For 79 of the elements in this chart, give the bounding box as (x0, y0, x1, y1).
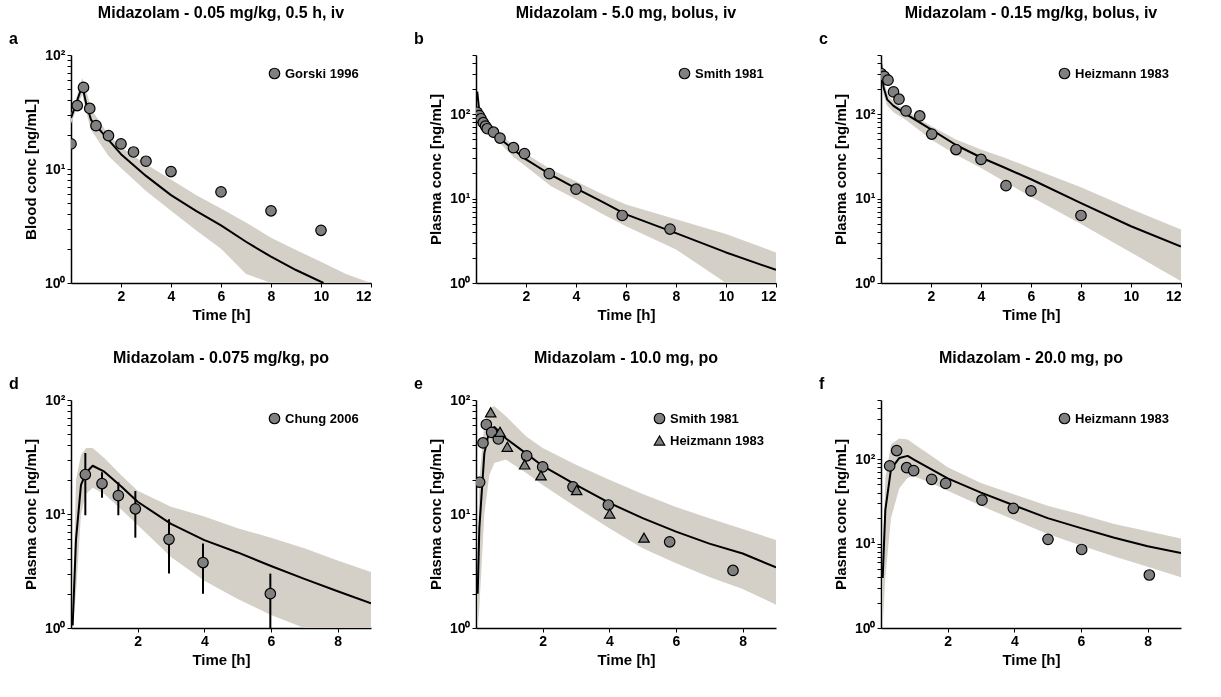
text: f (819, 375, 825, 392)
legend-label: Smith 1981 (670, 410, 739, 426)
x-tick-label: 12 (760, 287, 777, 304)
chart-title: Midazolam - 5.0 mg, bolus, iv (515, 4, 737, 21)
x-tick-label: 2 (522, 287, 531, 304)
x-tick-label: 2 (539, 632, 548, 649)
x-tick-label: 12 (1165, 287, 1182, 304)
x-tick-label: 12 (355, 287, 372, 304)
text: e (414, 375, 423, 392)
x-tick-label: 4 (572, 287, 581, 304)
x-tick-label: 8 (267, 287, 276, 304)
chart-title: Midazolam - 20.0 mg, po (938, 349, 1124, 366)
x-axis-title: Time [h] (192, 650, 251, 668)
x-tick-label: 6 (217, 287, 226, 304)
chart-title: Midazolam - 10.0 mg, po (533, 349, 719, 366)
x-tick-label: 4 (977, 287, 986, 304)
x-tick-label: 6 (622, 287, 631, 304)
y-tick-label: 10⁰ (449, 274, 471, 291)
x-tick-label: 4 (167, 287, 176, 304)
text: a (9, 30, 18, 47)
x-tick-label: 8 (1077, 287, 1086, 304)
chart-title: Midazolam - 0.05 mg/kg, 0.5 h, iv (97, 4, 345, 21)
x-axis-title: Time [h] (597, 305, 656, 323)
y-tick-label: 10⁰ (854, 619, 876, 636)
y-tick-label: 10⁰ (44, 274, 66, 291)
y-tick-label: 10¹ (855, 190, 876, 207)
y-axis-title: Plasma conc [ng/mL] (831, 439, 849, 590)
y-tick-label: 10⁰ (449, 619, 471, 636)
y-axis-title: Blood conc [ng/mL] (21, 99, 39, 240)
x-tick-label: 8 (672, 287, 681, 304)
y-tick-label: 10¹ (855, 535, 876, 552)
x-tick-label: 10 (313, 287, 330, 304)
chart-title: Midazolam - 0.075 mg/kg, po (112, 349, 330, 366)
x-tick-label: 10 (1123, 287, 1140, 304)
y-axis-title: Plasma conc [ng/mL] (21, 439, 39, 590)
y-tick-label: 10¹ (450, 190, 471, 207)
y-tick-label: 10² (855, 450, 876, 467)
y-tick-label: 10² (45, 391, 66, 408)
x-tick-label: 4 (200, 632, 209, 649)
x-axis-title: Time [h] (597, 650, 656, 668)
y-tick-label: 10¹ (45, 505, 66, 522)
x-tick-label: 2 (134, 632, 143, 649)
legend-label: Smith 1981 (695, 65, 764, 81)
x-tick-label: 8 (334, 632, 343, 649)
x-tick-label: 8 (1144, 632, 1153, 649)
legend-label: Gorski 1996 (285, 65, 359, 81)
x-tick-label: 6 (1027, 287, 1036, 304)
chart-title: Midazolam - 0.15 mg/kg, bolus, iv (904, 4, 1158, 21)
x-tick-label: 2 (117, 287, 126, 304)
x-tick-label: 6 (672, 632, 681, 649)
legend-label: Heizmann 1983 (670, 432, 764, 448)
x-axis-title: Time [h] (1002, 650, 1061, 668)
y-tick-label: 10² (450, 391, 471, 408)
legend-label: Heizmann 1983 (1075, 65, 1169, 81)
x-tick-label: 10 (718, 287, 735, 304)
text: b (414, 30, 424, 47)
x-tick-label: 6 (1077, 632, 1086, 649)
x-tick-label: 2 (944, 632, 953, 649)
y-tick-label: 10² (45, 46, 66, 63)
y-tick-label: 10¹ (450, 505, 471, 522)
x-axis-title: Time [h] (1002, 305, 1061, 323)
x-tick-label: 6 (267, 632, 276, 649)
y-axis-title: Plasma conc [ng/mL] (426, 94, 444, 245)
x-tick-label: 2 (927, 287, 936, 304)
text: c (819, 30, 828, 47)
y-axis-title: Plasma conc [ng/mL] (831, 94, 849, 245)
y-tick-label: 10⁰ (854, 274, 876, 291)
y-axis-title: Plasma conc [ng/mL] (426, 439, 444, 590)
x-axis-title: Time [h] (192, 305, 251, 323)
text: d (9, 375, 19, 392)
x-tick-label: 4 (605, 632, 614, 649)
x-tick-label: 4 (1010, 632, 1019, 649)
y-tick-label: 10⁰ (44, 619, 66, 636)
legend-label: Heizmann 1983 (1075, 410, 1169, 426)
y-tick-label: 10² (450, 105, 471, 122)
legend-label: Chung 2006 (285, 410, 359, 426)
y-tick-label: 10¹ (45, 160, 66, 177)
y-tick-label: 10² (855, 105, 876, 122)
x-tick-label: 8 (739, 632, 748, 649)
